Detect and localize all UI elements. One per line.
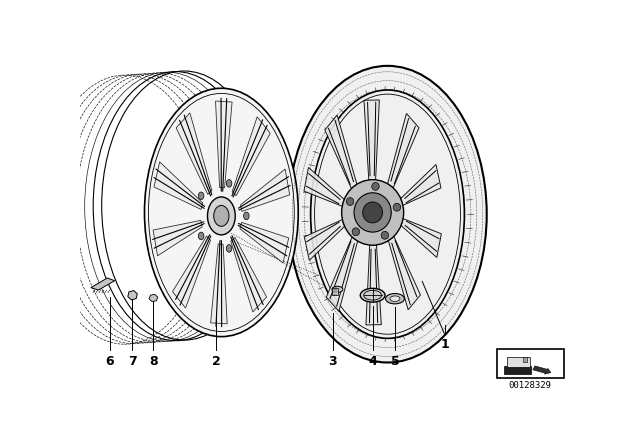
Ellipse shape — [244, 212, 249, 220]
Text: 00128329: 00128329 — [509, 382, 552, 391]
Ellipse shape — [393, 203, 401, 211]
Polygon shape — [388, 113, 419, 188]
Bar — [497, 349, 564, 378]
Polygon shape — [366, 245, 381, 325]
Ellipse shape — [385, 293, 404, 304]
Ellipse shape — [363, 202, 383, 223]
Polygon shape — [176, 113, 212, 194]
Polygon shape — [153, 220, 202, 256]
Ellipse shape — [227, 245, 232, 252]
Text: 5: 5 — [390, 354, 399, 367]
Polygon shape — [211, 244, 227, 324]
Polygon shape — [154, 162, 203, 209]
Bar — [507, 358, 530, 367]
Ellipse shape — [198, 232, 204, 240]
Polygon shape — [364, 100, 380, 180]
Bar — [332, 288, 338, 295]
Ellipse shape — [316, 108, 459, 321]
Ellipse shape — [381, 231, 388, 239]
Text: 4: 4 — [368, 354, 377, 367]
FancyArrow shape — [532, 366, 551, 374]
Ellipse shape — [214, 206, 229, 226]
Ellipse shape — [198, 192, 204, 200]
Ellipse shape — [346, 198, 354, 206]
Ellipse shape — [332, 286, 343, 293]
Ellipse shape — [342, 180, 404, 245]
Ellipse shape — [288, 66, 486, 362]
Text: 6: 6 — [106, 354, 114, 367]
Ellipse shape — [360, 289, 385, 302]
Polygon shape — [173, 236, 211, 308]
Polygon shape — [325, 115, 357, 189]
Polygon shape — [401, 164, 441, 205]
Polygon shape — [91, 278, 115, 290]
Polygon shape — [305, 220, 344, 260]
Polygon shape — [231, 237, 267, 312]
Ellipse shape — [310, 90, 465, 338]
Text: 8: 8 — [149, 354, 157, 367]
Polygon shape — [304, 168, 344, 206]
Polygon shape — [241, 169, 290, 211]
Ellipse shape — [145, 88, 298, 336]
Text: 3: 3 — [329, 354, 337, 367]
Text: 7: 7 — [128, 354, 136, 367]
Ellipse shape — [354, 193, 391, 232]
Polygon shape — [240, 222, 289, 263]
Ellipse shape — [372, 182, 379, 190]
Text: 1: 1 — [440, 338, 449, 351]
Ellipse shape — [207, 197, 236, 235]
Bar — [504, 366, 531, 374]
Polygon shape — [326, 237, 358, 311]
Ellipse shape — [390, 296, 400, 302]
Polygon shape — [232, 117, 270, 196]
Polygon shape — [149, 294, 158, 302]
Ellipse shape — [227, 180, 232, 187]
Polygon shape — [401, 219, 442, 258]
Text: 2: 2 — [212, 354, 221, 367]
Polygon shape — [523, 358, 527, 362]
Polygon shape — [216, 101, 232, 188]
Polygon shape — [128, 290, 138, 300]
Polygon shape — [388, 237, 420, 310]
Ellipse shape — [352, 228, 360, 236]
